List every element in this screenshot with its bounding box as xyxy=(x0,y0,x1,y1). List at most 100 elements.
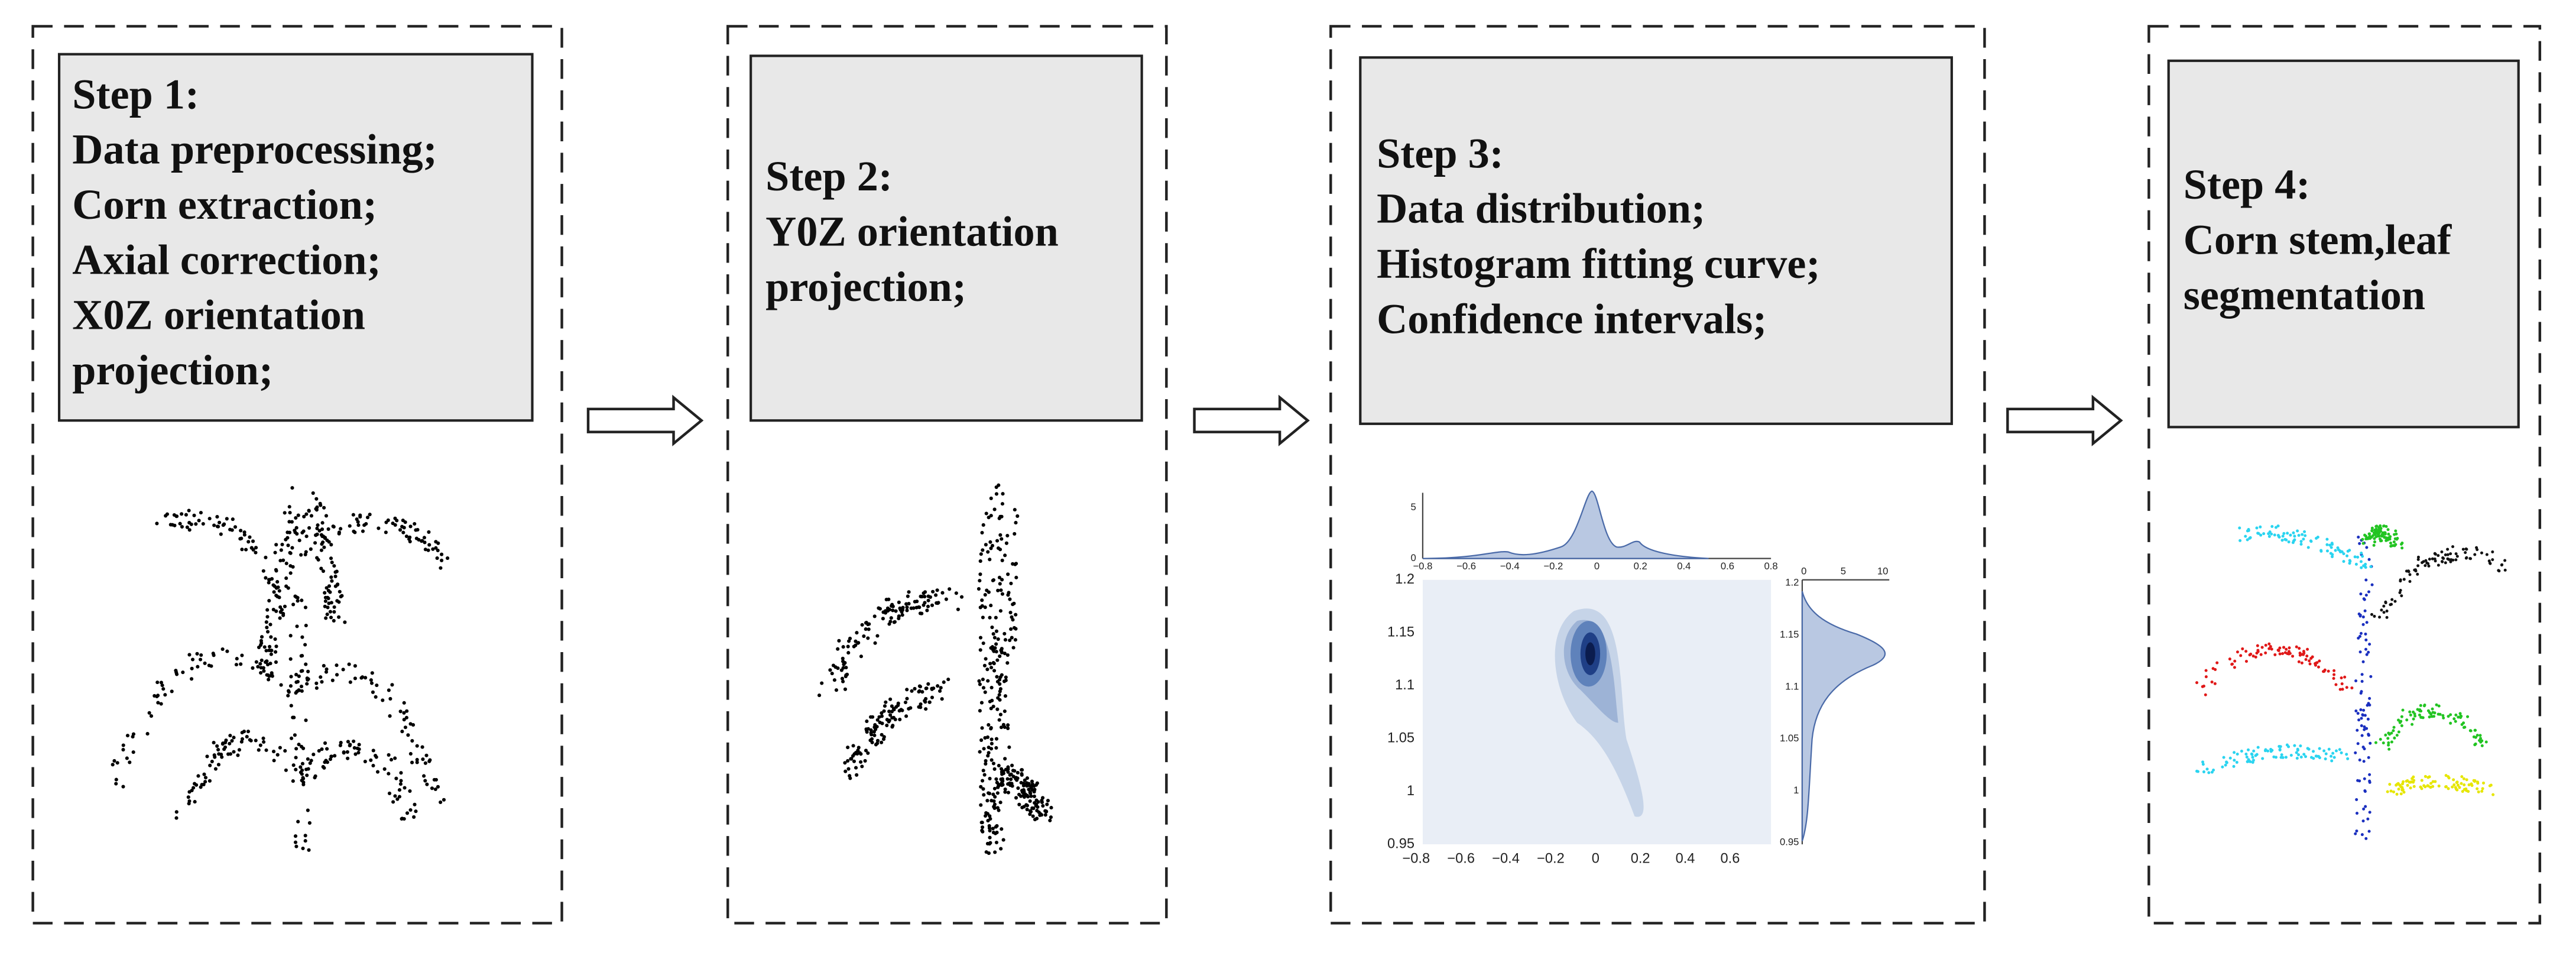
point xyxy=(346,740,350,744)
point xyxy=(917,605,922,610)
point xyxy=(353,676,357,680)
point xyxy=(1040,798,1044,802)
point xyxy=(978,648,982,652)
point xyxy=(1001,838,1005,842)
point xyxy=(2299,756,2303,759)
point xyxy=(2416,572,2419,576)
point xyxy=(220,647,225,652)
point xyxy=(1008,597,1012,601)
point xyxy=(423,547,427,552)
point xyxy=(940,697,944,701)
point xyxy=(280,542,284,547)
point xyxy=(328,757,332,761)
point xyxy=(156,701,160,705)
point xyxy=(998,609,1003,613)
point xyxy=(2379,738,2382,741)
point xyxy=(369,758,373,762)
point xyxy=(2408,573,2412,576)
point xyxy=(2317,665,2320,669)
point xyxy=(2369,675,2373,678)
point xyxy=(408,722,413,726)
point xyxy=(2419,785,2422,789)
point xyxy=(1011,562,1015,566)
point xyxy=(221,523,225,527)
point xyxy=(2454,552,2458,556)
point xyxy=(871,715,875,719)
step-text: Step 4: xyxy=(2184,161,2311,208)
point xyxy=(335,673,339,677)
point xyxy=(131,750,135,754)
point xyxy=(2431,707,2434,711)
top-x-tick-label: 0.6 xyxy=(1721,560,1734,572)
point xyxy=(2428,715,2431,719)
point xyxy=(2367,532,2371,536)
point xyxy=(274,660,278,665)
point xyxy=(2358,650,2362,654)
point xyxy=(145,732,150,736)
point xyxy=(984,850,988,854)
point xyxy=(2374,524,2378,528)
point xyxy=(332,605,336,609)
marginal-x xyxy=(1422,490,1709,559)
point xyxy=(258,662,262,666)
point xyxy=(883,704,887,708)
point xyxy=(2357,718,2361,722)
point xyxy=(2364,647,2368,651)
point xyxy=(904,602,909,606)
point xyxy=(2368,535,2371,539)
point xyxy=(983,605,987,610)
point xyxy=(993,646,997,650)
point xyxy=(300,669,304,673)
point xyxy=(2377,531,2381,534)
point xyxy=(325,760,329,764)
point xyxy=(856,748,860,753)
point xyxy=(313,776,317,780)
point xyxy=(303,834,307,838)
point xyxy=(1023,778,1027,782)
point xyxy=(309,514,314,518)
point xyxy=(999,777,1003,782)
point xyxy=(212,523,216,527)
point xyxy=(2399,792,2403,796)
point xyxy=(413,802,417,806)
point xyxy=(870,740,874,744)
point xyxy=(1044,809,1048,814)
point xyxy=(2387,731,2390,735)
point xyxy=(995,791,1000,795)
point xyxy=(840,676,845,680)
point xyxy=(872,733,877,737)
point xyxy=(332,610,336,614)
point xyxy=(239,740,244,744)
point xyxy=(980,825,985,829)
point xyxy=(2373,537,2376,540)
point xyxy=(984,657,988,661)
point xyxy=(159,702,163,706)
point xyxy=(2261,757,2264,760)
point xyxy=(406,733,410,737)
point xyxy=(338,589,342,594)
point xyxy=(297,674,301,678)
point xyxy=(2476,780,2480,784)
point xyxy=(841,659,845,663)
point xyxy=(2462,721,2465,725)
point xyxy=(2319,549,2323,552)
point xyxy=(274,644,278,649)
point xyxy=(2280,753,2283,757)
point xyxy=(909,706,913,710)
point xyxy=(387,688,391,692)
point xyxy=(2360,724,2363,727)
point xyxy=(1009,772,1013,776)
point xyxy=(1003,790,1007,794)
point xyxy=(2255,753,2259,756)
step-text: Data preprocessing; xyxy=(72,126,437,173)
point xyxy=(2433,711,2437,715)
point xyxy=(278,605,283,609)
point xyxy=(391,800,395,804)
point xyxy=(887,622,891,626)
point xyxy=(425,782,429,786)
point xyxy=(199,511,203,515)
point xyxy=(888,697,893,701)
point xyxy=(2402,578,2406,581)
point xyxy=(223,745,228,749)
point xyxy=(1011,618,1015,622)
